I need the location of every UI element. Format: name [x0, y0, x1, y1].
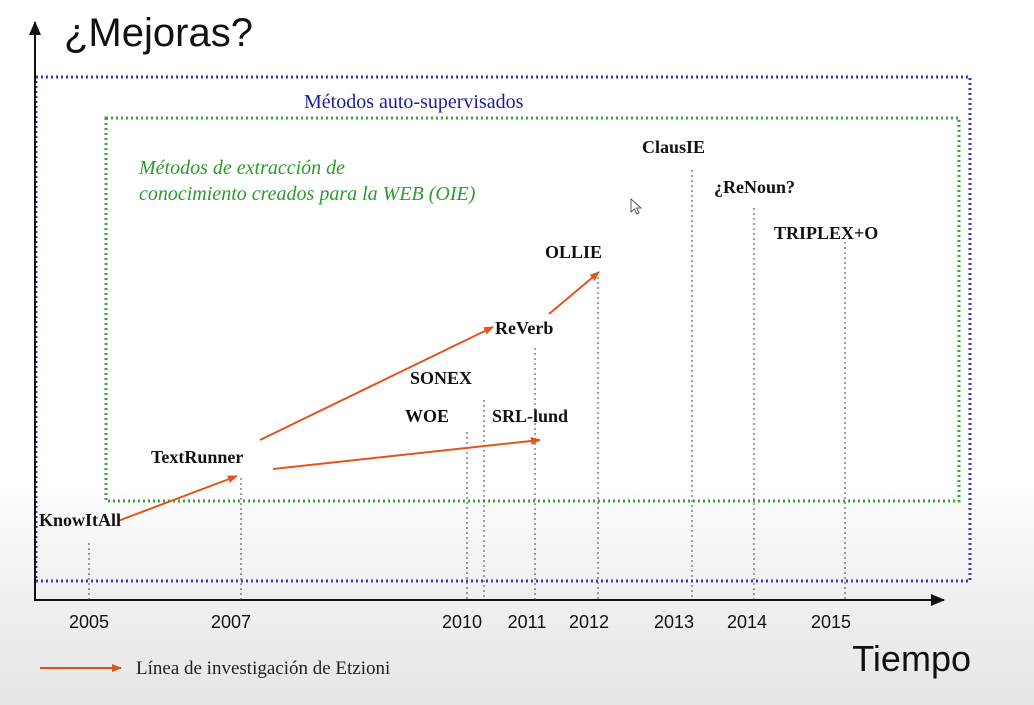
arrow-reverb-ollie: [548, 271, 600, 315]
outer-box-label: Métodos auto-supervisados: [304, 91, 524, 113]
method-srl-lund: SRL-lund: [492, 406, 568, 426]
method-clausie: ClausIE: [642, 137, 705, 157]
year-label: 2015: [811, 612, 851, 632]
method-woe: WOE: [405, 406, 449, 426]
research-line-arrows: [117, 271, 600, 522]
inner-box-label-line1: Métodos de extracción de: [138, 157, 345, 179]
year-label: 2012: [569, 612, 609, 632]
x-axis-label: Tiempo: [852, 638, 971, 679]
method-sonex: SONEX: [410, 368, 472, 388]
method-labels: KnowItAll TextRunner WOE SONEX SRL-lund …: [39, 137, 878, 530]
arrow-textrunner-reverb: [259, 326, 494, 441]
method-reverb: ReVerb: [495, 318, 553, 338]
method-ollie: OLLIE: [545, 242, 602, 262]
outer-box-self-supervised: [34, 75, 972, 583]
inner-box-label-line2: conocimiento creados para la WEB (OIE): [139, 183, 476, 205]
year-label: 2011: [508, 612, 547, 632]
year-label: 2014: [727, 612, 767, 632]
drop-lines: [88, 170, 846, 600]
year-label: 2005: [69, 612, 109, 632]
legend: Línea de investigación de Etzioni: [40, 658, 390, 679]
legend-label: Línea de investigación de Etzioni: [136, 658, 390, 679]
inner-box-oie: [104, 116, 961, 503]
method-knowitall: KnowItAll: [39, 510, 121, 530]
arrow-knowitall-textrunner: [117, 475, 238, 522]
slide-title: ¿Mejoras?: [64, 11, 253, 55]
year-label: 2010: [442, 612, 482, 632]
arrow-textrunner-srllund: [272, 436, 541, 470]
year-labels: 2005 2007 2010 2011 2012 2013 2014 2015: [69, 612, 851, 632]
method-triplex-o: TRIPLEX+O: [774, 223, 878, 243]
year-label: 2007: [211, 612, 251, 632]
mouse-cursor-icon: [630, 198, 643, 215]
method-textrunner: TextRunner: [151, 447, 243, 467]
year-label: 2013: [654, 612, 694, 632]
method-renoun: ¿ReNoun?: [714, 177, 795, 197]
